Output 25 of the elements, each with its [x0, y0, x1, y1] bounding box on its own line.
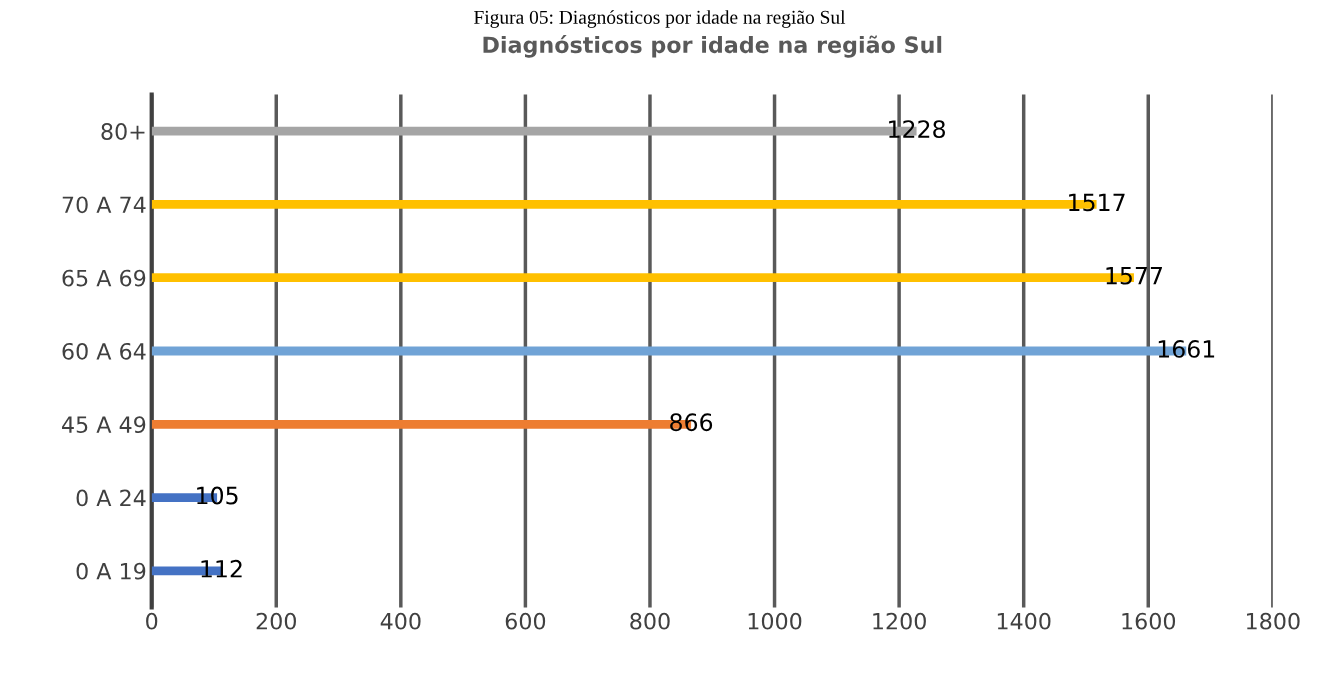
x-tick-label: 1400 — [997, 612, 1051, 630]
x-tick-label: 1000 — [748, 612, 802, 630]
text: Figura 05: Diagnósticos por idade na região Sul — [474, 10, 846, 28]
y-tick-label: 0 A 24 — [76, 489, 146, 507]
data-label: 1228 — [889, 120, 945, 138]
x-tick-label: 0 — [146, 612, 158, 630]
y-tick-label: 0 A 19 — [76, 562, 146, 580]
data-label: 1661 — [1158, 339, 1215, 358]
data-label: 1517 — [1069, 193, 1125, 212]
x-tick-label: 200 — [256, 612, 296, 630]
x-tick-label: 400 — [380, 612, 421, 630]
x-tick-label: 1800 — [1247, 612, 1300, 630]
chart-title: Diagnósticos por idade na região Sul — [483, 35, 942, 58]
x-tick-label: 1600 — [1122, 612, 1176, 630]
data-label: 112 — [201, 559, 242, 578]
y-tick-label: 45 A 49 — [62, 416, 146, 434]
x-tick-label: 1200 — [873, 612, 926, 630]
y-tick-label: 60 A 64 — [62, 342, 146, 360]
y-tick-label: 80+ — [101, 123, 145, 140]
data-label: 105 — [197, 486, 238, 505]
x-tick-label: 800 — [630, 612, 670, 630]
y-tick-label: 65 A 69 — [62, 269, 146, 287]
y-tick-label: 70 A 74 — [62, 196, 146, 214]
x-tick-label: 600 — [505, 612, 546, 630]
data-label: 866 — [670, 413, 713, 432]
